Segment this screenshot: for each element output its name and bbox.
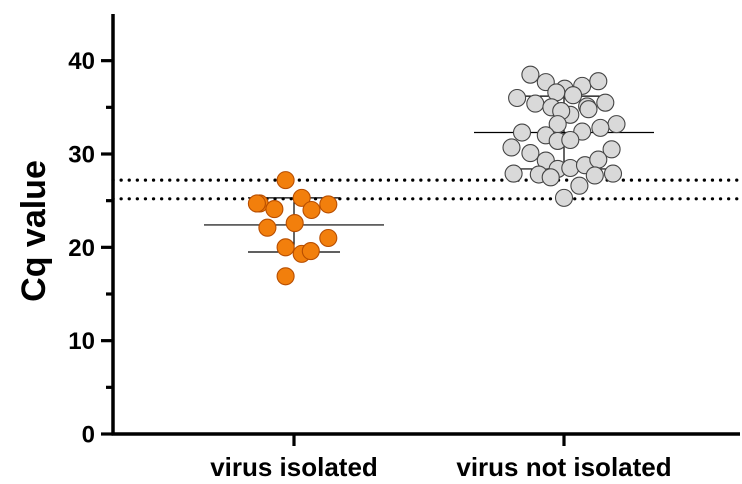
data-point [276,171,295,190]
y-tick-label-0: 0 [82,422,95,449]
data-point [276,238,295,257]
y-tick-label-30: 30 [68,142,95,169]
x-category-label-1: virus not isolated [456,452,671,482]
data-point [285,214,304,233]
data-point [521,144,540,163]
data-point [541,168,560,187]
data-point [570,176,589,195]
data-point [591,118,610,137]
data-point [504,164,523,183]
data-point [258,218,277,237]
data-point [521,65,540,84]
y-tick-label-20: 20 [68,235,95,262]
labels: virus isolated virus not isolated Cq value [15,160,672,482]
x-category-label-0: virus isolated [210,452,378,482]
data-point [561,130,580,150]
data-point [319,195,338,214]
data-point [301,242,320,261]
data-point [265,200,284,219]
data-point [607,115,626,134]
data-point [585,166,604,185]
data-point [561,158,580,178]
data-points [247,65,626,286]
data-point [508,88,527,108]
data-point [596,93,615,112]
y-tick-label-10: 10 [68,328,95,355]
data-point [589,150,608,169]
data-point [502,138,521,157]
data-point [564,86,583,105]
data-point [526,94,545,113]
data-point [512,123,532,142]
data-point [276,267,295,286]
data-point [319,228,338,248]
data-point [579,100,598,119]
data-point [247,194,266,213]
data-point [302,200,321,220]
y-axis-title: Cq value [15,160,53,302]
data-point [589,72,608,91]
axes: 0 10 20 30 40 [68,14,740,449]
reference-lines [111,178,742,201]
data-point [292,188,311,207]
data-point [603,164,623,183]
data-point [602,140,621,159]
data-point [554,188,574,207]
y-tick-label-40: 40 [68,48,95,75]
